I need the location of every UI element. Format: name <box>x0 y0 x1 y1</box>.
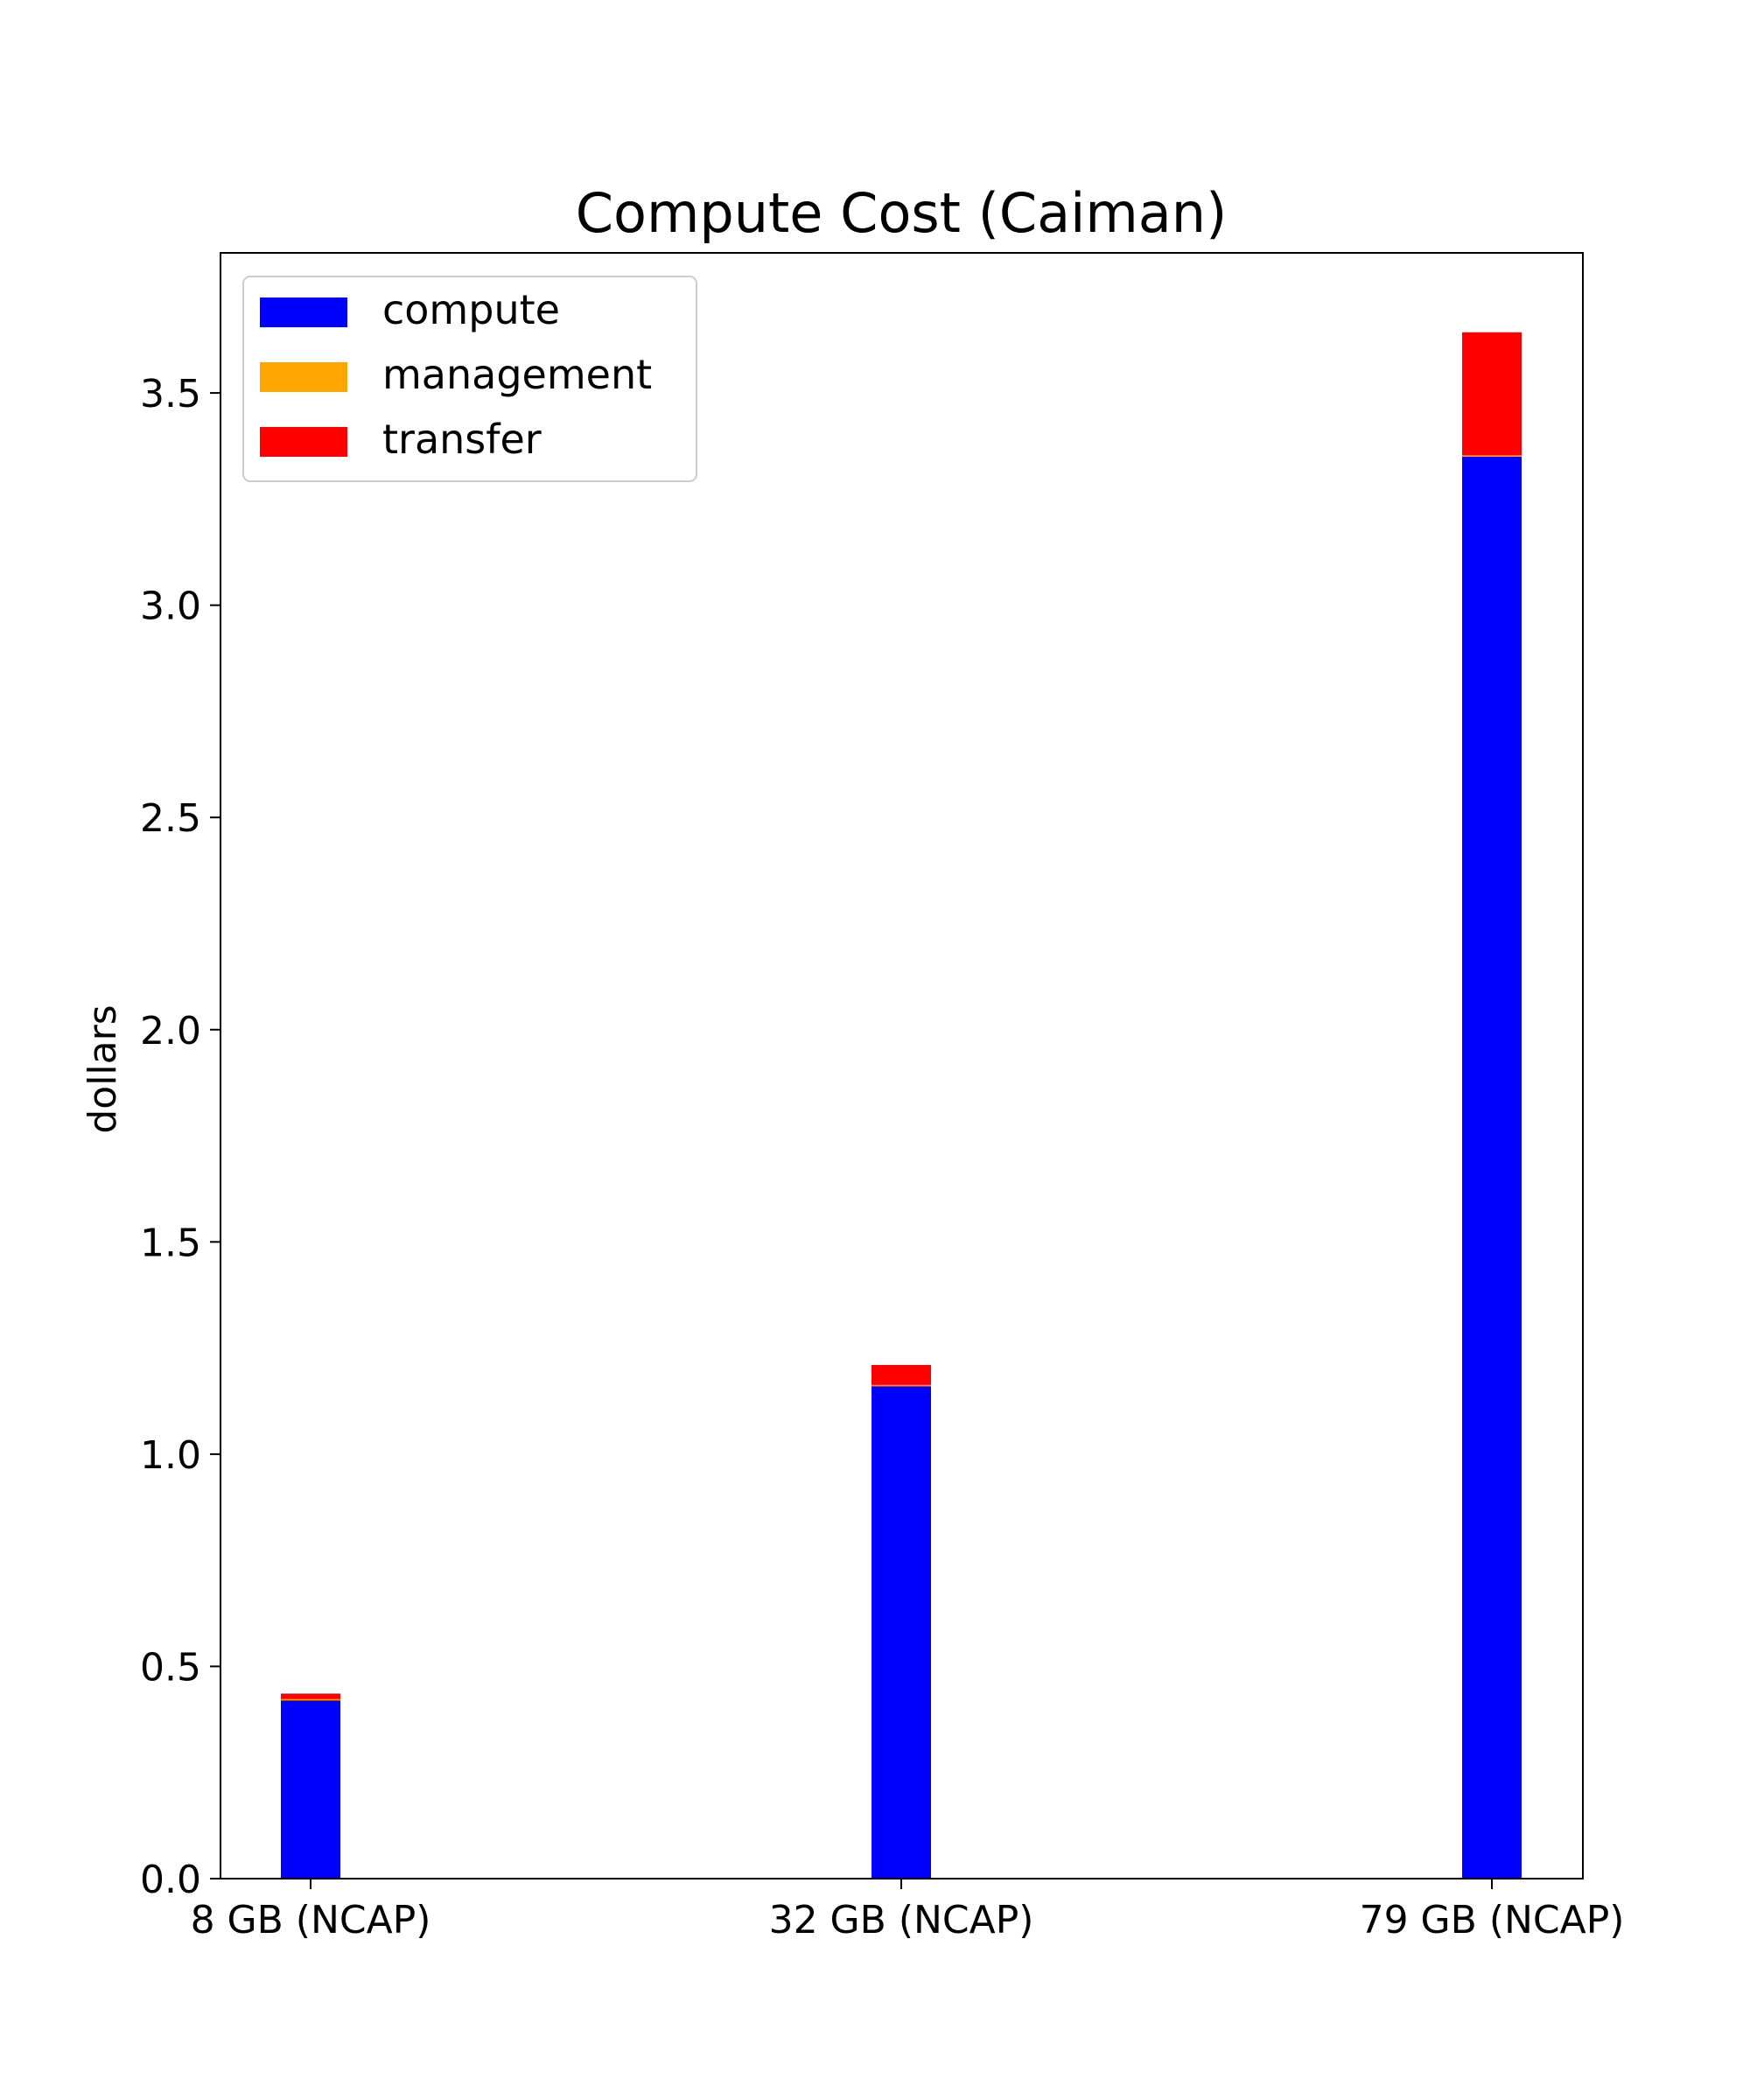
x-tick-label: 8 GB (NCAP) <box>191 1898 431 1942</box>
y-tick-label: 2.0 <box>140 1009 201 1054</box>
x-tick-label: 32 GB (NCAP) <box>769 1898 1034 1942</box>
y-tick-label: 3.5 <box>140 372 201 416</box>
bar-management <box>281 1698 340 1701</box>
y-tick-label: 2.5 <box>140 796 201 841</box>
legend-label-compute: compute <box>382 286 560 333</box>
bars <box>281 332 1522 1879</box>
legend-swatch-management <box>260 362 347 392</box>
y-tick-label: 0.0 <box>140 1858 201 1902</box>
y-tick-label: 0.5 <box>140 1645 201 1690</box>
y-tick-label: 1.5 <box>140 1221 201 1265</box>
legend-box <box>242 276 697 482</box>
y-tick-label: 1.0 <box>140 1433 201 1478</box>
legend: compute management transfer <box>242 276 697 482</box>
bar-transfer <box>872 1365 931 1385</box>
legend-swatch-compute <box>260 298 347 327</box>
x-tick-label: 79 GB (NCAP) <box>1360 1898 1625 1942</box>
x-axis-ticks: 8 GB (NCAP) 32 GB (NCAP) 79 GB (NCAP) <box>191 1879 1625 1942</box>
legend-swatch-transfer <box>260 427 347 457</box>
plot-frame <box>220 252 1584 1880</box>
bar-compute <box>1462 456 1522 1879</box>
bar-compute <box>281 1700 340 1879</box>
bar-management <box>1462 455 1522 457</box>
legend-label-transfer: transfer <box>382 416 542 463</box>
legend-label-management: management <box>382 351 652 398</box>
chart-title: Compute Cost (Caiman) <box>576 181 1228 245</box>
bar-management <box>872 1384 931 1387</box>
bar-transfer <box>1462 332 1522 456</box>
y-axis-label: dollars <box>80 1004 125 1133</box>
y-axis-ticks: 0.0 0.5 1.0 1.5 2.0 2.5 3.0 3.5 <box>140 372 220 1902</box>
bar-transfer <box>281 1693 340 1699</box>
bar-compute <box>872 1386 931 1879</box>
y-tick-label: 3.0 <box>140 584 201 629</box>
